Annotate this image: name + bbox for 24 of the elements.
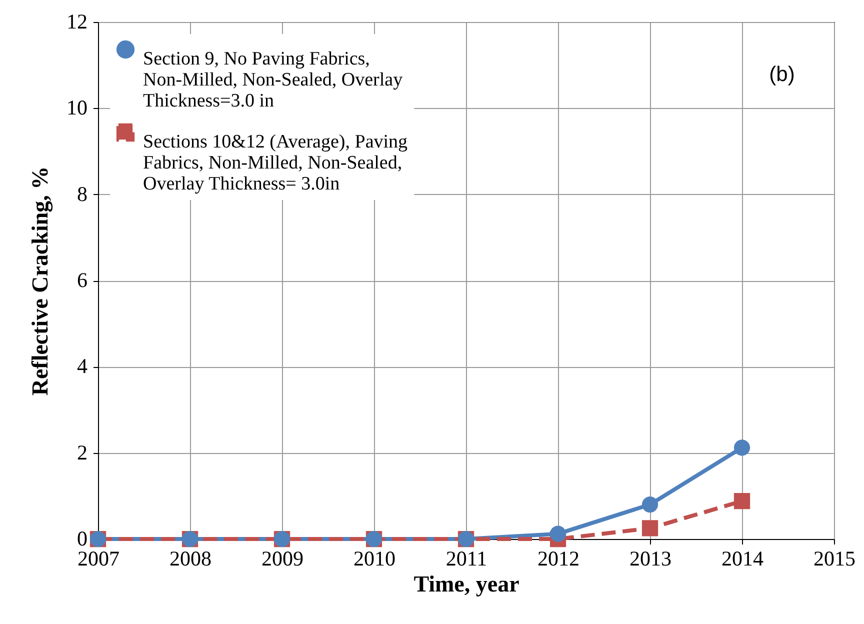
x-tick-label: 2013 bbox=[630, 546, 672, 570]
legend-label: Section 9, No Paving Fabrics, Non-Milled, Non-Sealed, Overlay Thickness=3.0 in bbox=[143, 48, 404, 112]
point bbox=[550, 526, 566, 542]
x-tick-label: 2008 bbox=[170, 546, 212, 570]
point bbox=[642, 520, 658, 536]
point bbox=[734, 493, 750, 510]
x-tick-label: 2009 bbox=[262, 546, 304, 570]
x-tick-label: 2012 bbox=[538, 546, 580, 570]
point bbox=[734, 440, 750, 456]
annotation: (b) bbox=[769, 63, 795, 86]
legend-label: Sections 10&12 (Average), Paving Fabrics, Non-Milled, Non-Sealed, Overlay Thickness= 3.0in bbox=[143, 132, 408, 194]
x-tick-label: 2014 bbox=[722, 546, 764, 570]
x-tick-label: 2015 bbox=[814, 546, 856, 570]
point bbox=[642, 496, 658, 513]
y-tick-label: 12 bbox=[66, 10, 88, 34]
y-tick-label: 6 bbox=[77, 268, 88, 292]
y-tick-label: 8 bbox=[77, 182, 88, 206]
y-axis-title: Reflective Cracking, % bbox=[28, 166, 54, 396]
y-tick-label: 2 bbox=[77, 440, 88, 464]
x-tick-label: 2011 bbox=[446, 546, 488, 570]
x-axis-title: Time, year bbox=[414, 572, 520, 596]
y-tick-label: 10 bbox=[66, 96, 88, 120]
x-tick-label: 2010 bbox=[354, 546, 396, 570]
y-tick-label: 4 bbox=[77, 354, 88, 378]
